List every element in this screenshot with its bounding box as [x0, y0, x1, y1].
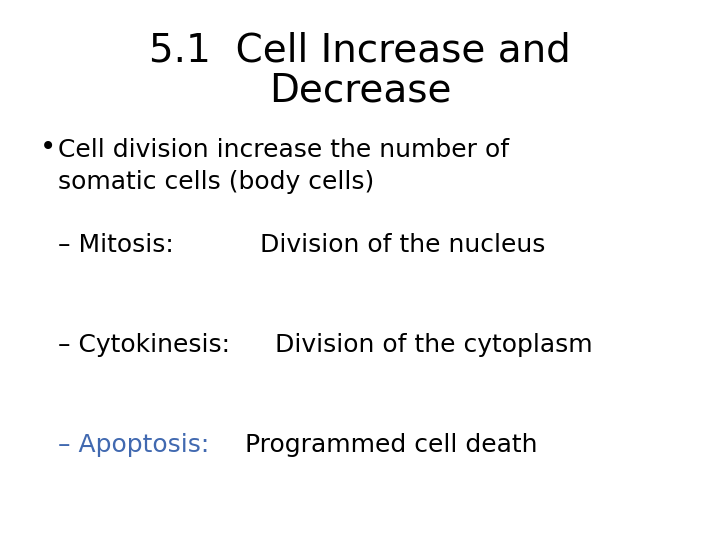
- Text: Division of the nucleus: Division of the nucleus: [260, 233, 545, 257]
- Text: – Apoptosis:: – Apoptosis:: [58, 433, 233, 457]
- Text: Programmed cell death: Programmed cell death: [245, 433, 538, 457]
- Text: – Cytokinesis:: – Cytokinesis:: [58, 333, 238, 357]
- Text: Cell division increase the number of: Cell division increase the number of: [58, 138, 509, 162]
- Text: 5.1  Cell Increase and: 5.1 Cell Increase and: [149, 31, 571, 69]
- Text: •: •: [40, 133, 56, 161]
- Text: Decrease: Decrease: [269, 71, 451, 109]
- Text: – Mitosis:: – Mitosis:: [58, 233, 206, 257]
- Text: Division of the cytoplasm: Division of the cytoplasm: [275, 333, 593, 357]
- Text: somatic cells (body cells): somatic cells (body cells): [58, 170, 374, 194]
